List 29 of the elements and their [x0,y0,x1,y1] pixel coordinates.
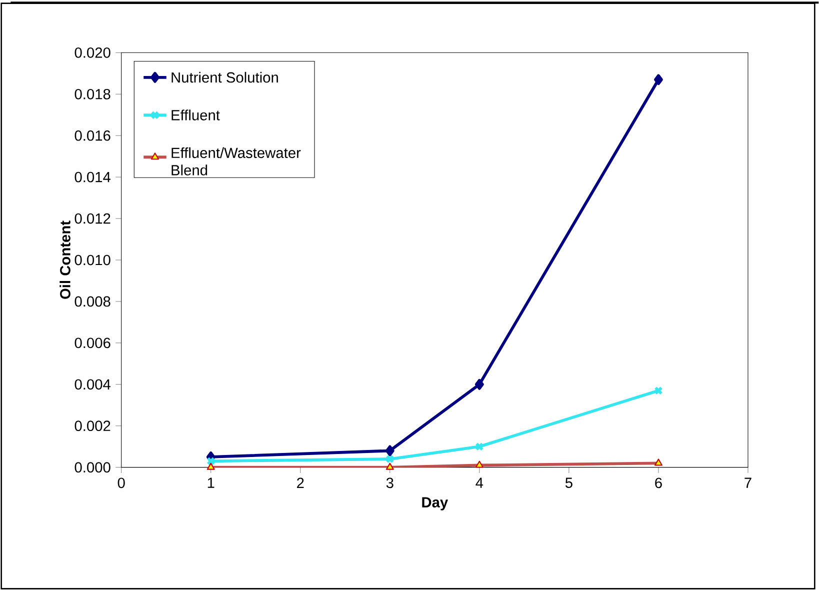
point [475,442,484,451]
point [385,445,394,456]
y-tick-label: 0.018 [74,88,110,100]
y-tick-label: 0.006 [74,338,110,348]
x-tick-label: 2 [297,478,304,488]
legend-label: Effluent [172,110,220,120]
legend-label: Effluent/Wastewater Blend [172,147,301,176]
x-tick-label: 6 [655,478,662,488]
y-tick-label: 0.012 [74,213,110,224]
y-tick-label: 0.014 [74,172,110,182]
y-tick-label: 0.016 [74,130,110,141]
x-tick-label: 7 [744,478,752,488]
y-axis-title: Oil Content [60,220,70,299]
y-tick-label: 0.000 [74,462,110,473]
point [474,378,484,390]
y-tick-label: 0.020 [74,47,110,58]
x-tick-label: 0 [118,478,125,488]
x-axis-title: Day [422,497,448,510]
x-tick-label: 1 [208,478,214,488]
x-tick-label: 3 [386,478,394,488]
y-tick-label: 0.010 [74,254,110,266]
point [654,74,663,86]
x-tick-label: 5 [565,478,572,488]
x-tick-label: 4 [476,478,484,488]
y-tick-label: 0.002 [74,420,110,432]
y-tick-label: 0.004 [74,379,110,390]
legend-label: Nutrient Solution [172,72,278,83]
y-tick-label: 0.008 [74,296,110,307]
point [386,454,394,464]
